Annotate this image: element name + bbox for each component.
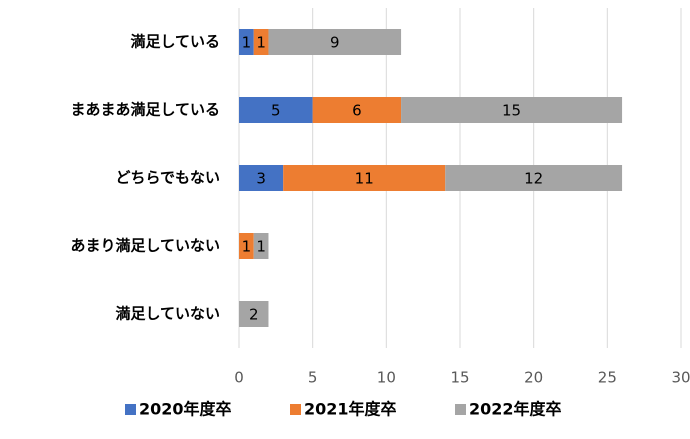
- data-label: 6: [352, 102, 362, 120]
- data-label: 2: [249, 306, 259, 324]
- legend-label: 2021年度卒: [304, 400, 397, 419]
- x-tick-label: 25: [598, 369, 617, 387]
- x-tick-label: 10: [377, 369, 396, 387]
- bar-segment: [283, 165, 446, 191]
- bar-segment: [312, 97, 402, 123]
- category-label: 満足している: [130, 33, 220, 51]
- legend-label: 2020年度卒: [139, 400, 232, 419]
- legend-label: 2022年度卒: [469, 400, 562, 419]
- data-label: 15: [502, 102, 521, 120]
- x-tick-label: 20: [524, 369, 543, 387]
- data-label: 1: [256, 34, 266, 52]
- bar-segment: [268, 29, 402, 55]
- category-label: 満足していない: [115, 305, 220, 323]
- data-label: 9: [330, 34, 340, 52]
- data-label: 3: [256, 170, 266, 188]
- category-label: あまり満足していない: [70, 237, 220, 255]
- data-label: 1: [256, 238, 266, 256]
- legend-swatch: [455, 404, 466, 415]
- bar-segment: [239, 165, 284, 191]
- legend-swatch: [125, 404, 136, 415]
- bar-segment: [239, 29, 254, 55]
- x-tick-label: 30: [671, 369, 690, 387]
- bar-segment: [239, 233, 254, 259]
- data-label: 11: [355, 170, 374, 188]
- x-tick-label: 15: [450, 369, 469, 387]
- bar-segment: [401, 97, 623, 123]
- bar-segment: [253, 233, 269, 259]
- bar-segment: [239, 97, 313, 123]
- x-tick-label: 0: [234, 369, 244, 387]
- x-tick-label: 5: [308, 369, 318, 387]
- category-label: まあまあ満足している: [70, 101, 220, 119]
- data-label: 5: [271, 102, 281, 120]
- data-label: 1: [242, 34, 252, 52]
- bar-segment: [445, 165, 623, 191]
- data-label: 1: [242, 238, 252, 256]
- data-label: 12: [524, 170, 543, 188]
- legend-swatch: [290, 404, 301, 415]
- bar-segment: [253, 29, 269, 55]
- bar-segment: [239, 301, 269, 327]
- category-label: どちらでもない: [115, 169, 220, 187]
